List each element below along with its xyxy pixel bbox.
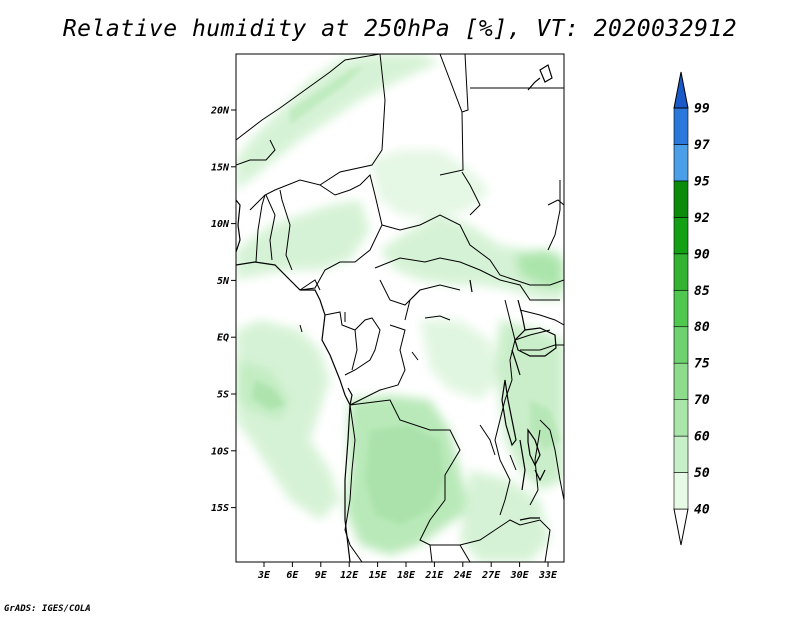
colorbar-segment bbox=[673, 253, 689, 291]
colorbar-segment bbox=[673, 180, 689, 218]
colorbar-label: 50 bbox=[694, 466, 710, 481]
lon-tick-label: 12E bbox=[340, 570, 359, 581]
colorbar-label: 80 bbox=[694, 320, 710, 335]
lon-tick-label: 9E bbox=[315, 570, 328, 581]
latitude-axis: 20N 15N 10N 5N EQ 5S 10S 15S bbox=[210, 106, 236, 514]
colorbar-label: 97 bbox=[694, 138, 710, 153]
country-boundaries bbox=[236, 54, 564, 562]
lat-tick-label: 5S bbox=[217, 390, 229, 401]
colorbar-label: 95 bbox=[694, 174, 710, 189]
lat-tick-label: 10S bbox=[211, 446, 229, 457]
lon-tick-label: 30E bbox=[510, 570, 530, 581]
rivers bbox=[299, 315, 517, 471]
lon-tick-label: 33E bbox=[538, 570, 558, 581]
colorbar-segment bbox=[673, 107, 689, 145]
lon-tick-label: 21E bbox=[424, 570, 444, 581]
colorbar-label: 70 bbox=[694, 393, 710, 408]
lon-tick-label: 27E bbox=[481, 570, 501, 581]
lat-tick-label: 10N bbox=[211, 219, 230, 230]
colorbar-high-extension bbox=[673, 71, 689, 109]
lat-tick-label: 5N bbox=[217, 276, 230, 287]
lon-tick-label: 24E bbox=[453, 570, 473, 581]
lat-tick-label: 15N bbox=[211, 162, 230, 173]
longitude-axis: 3E 6E 9E 12E 15E 18E 21E 24E 27E 30E 33E bbox=[257, 562, 558, 581]
colorbar-legend: 40 50 60 70 75 80 85 90 92 95 97 99 bbox=[673, 71, 710, 546]
colorbar-segment bbox=[673, 144, 689, 182]
colorbar-label: 99 bbox=[694, 102, 710, 117]
colorbar-low-extension bbox=[673, 508, 689, 546]
lakes bbox=[469, 64, 557, 521]
colorbar-segment bbox=[673, 217, 689, 255]
colorbar-label: 40 bbox=[694, 503, 710, 518]
grads-credit: GrADS: IGES/COLA bbox=[4, 604, 91, 614]
lon-tick-label: 6E bbox=[286, 570, 299, 581]
colorbar-label: 85 bbox=[694, 284, 710, 299]
colorbar-segment bbox=[673, 399, 689, 437]
lon-tick-label: 15E bbox=[369, 570, 388, 581]
lat-tick-label: EQ bbox=[217, 333, 229, 344]
colorbar-segment bbox=[673, 435, 689, 473]
colorbar-segment bbox=[673, 326, 689, 364]
coastlines bbox=[236, 199, 353, 562]
chart-title: Relative humidity at 250hPa [%], VT: 202… bbox=[62, 16, 738, 42]
colorbar-segment bbox=[673, 472, 689, 510]
colorbar-label: 60 bbox=[694, 430, 710, 445]
colorbar-label: 92 bbox=[694, 211, 710, 226]
colorbar-label: 75 bbox=[694, 357, 710, 372]
colorbar-segment bbox=[673, 289, 689, 328]
colorbar-label: 90 bbox=[694, 247, 710, 262]
lon-tick-label: 3E bbox=[257, 570, 271, 581]
colorbar-segment bbox=[673, 362, 689, 400]
map-panel bbox=[235, 53, 565, 563]
lon-tick-label: 18E bbox=[397, 570, 416, 581]
lat-tick-label: 20N bbox=[210, 106, 230, 117]
lat-tick-label: 15S bbox=[211, 503, 229, 514]
